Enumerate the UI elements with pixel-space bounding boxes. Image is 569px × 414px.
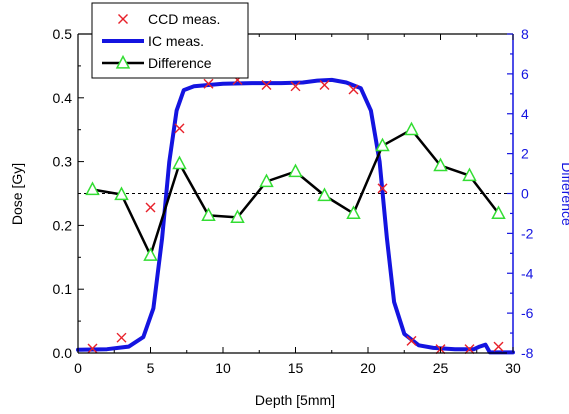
difference-marker [375, 137, 390, 152]
legend-ccd-symbol [118, 14, 128, 24]
y-left-tick-label: 0.2 [53, 217, 73, 233]
y-right-tick-label: -2 [521, 225, 534, 241]
x-tick-label: 15 [288, 360, 304, 376]
ccd-marker-stroke [493, 341, 504, 352]
legend-ccd-stroke [118, 14, 128, 24]
ccd-marker [261, 80, 272, 91]
difference-marker [201, 207, 216, 222]
y-left-tick-label: 0.1 [53, 281, 73, 297]
ccd-marker [319, 80, 330, 91]
x-axis-title: Depth [5mm] [255, 392, 335, 408]
ccd-marker [493, 341, 504, 352]
y-axis-left-title: Dose [Gy] [9, 163, 25, 225]
ccd-marker [377, 183, 388, 194]
ccd-marker [87, 343, 98, 354]
x-tick-label: 5 [147, 360, 155, 376]
ccd-marker-stroke [406, 335, 417, 346]
ccd-marker-stroke [174, 123, 185, 134]
y-left-tick-label: 0.5 [53, 26, 73, 42]
ccd-marker [116, 332, 127, 343]
legend-ic-label: IC meas. [148, 33, 204, 49]
y-right-tick-label: -8 [521, 345, 534, 361]
y-right-tick-label: -6 [521, 305, 534, 321]
legend: CCD meas. IC meas. Difference [91, 2, 249, 79]
ccd-marker [290, 81, 301, 92]
difference-marker [85, 181, 100, 196]
series-layer [76, 74, 515, 355]
difference-marker [143, 247, 158, 261]
y-right-tick-label: 6 [521, 66, 529, 82]
difference-marker [491, 205, 506, 220]
y-right-tick-label: 8 [521, 26, 529, 42]
legend-ccd-label: CCD meas. [148, 11, 220, 27]
y-right-tick-label: 2 [521, 146, 529, 162]
ccd-marker-stroke [145, 202, 156, 213]
ccd-marker-stroke [319, 80, 330, 91]
ccd-marker-stroke [203, 78, 214, 89]
y-left-tick-label: 0.4 [53, 90, 73, 106]
difference-marker [259, 173, 274, 188]
difference-marker [230, 209, 245, 224]
ccd-marker [203, 78, 214, 89]
x-tick-label: 20 [360, 360, 376, 376]
difference-marker [172, 155, 187, 170]
difference-marker [433, 157, 448, 172]
ccd-marker [145, 202, 156, 213]
ccd-marker-stroke [261, 80, 272, 91]
axes-layer: 0 5 10 15 20 25 30 0.0 0.1 0.2 0.3 0.4 0.5 -8 -6 -4 -2 0 2… [53, 26, 534, 376]
difference-marker [114, 186, 129, 201]
y-axis-right-title: Difference [559, 162, 569, 226]
ccd-marker [174, 123, 185, 134]
difference-marker [317, 187, 332, 202]
difference-marker [288, 163, 303, 178]
x-tick-label: 30 [505, 360, 521, 376]
difference-marker [346, 205, 361, 220]
x-tick-label: 25 [433, 360, 449, 376]
ccd-marker [348, 84, 359, 95]
ccd-marker-stroke [464, 344, 475, 355]
ccd-marker-stroke [290, 81, 301, 92]
y-right-tick-label: 4 [521, 106, 529, 122]
ccd-marker-stroke [87, 343, 98, 354]
y-left-tick-label: 0.3 [53, 154, 73, 170]
ccd-marker-stroke [377, 183, 388, 194]
ccd-marker-stroke [348, 84, 359, 95]
y-right-tick-label: 0 [521, 186, 529, 202]
ccd-marker [406, 335, 417, 346]
legend-difference-marker [115, 54, 131, 69]
legend-difference-label: Difference [148, 55, 212, 71]
difference-line [92, 128, 500, 257]
y-right-tick-label: -4 [521, 265, 534, 281]
difference-marker [404, 121, 419, 136]
ic-meas-line [76, 77, 515, 355]
difference-marker [462, 167, 477, 182]
x-tick-label: 0 [74, 360, 82, 376]
x-tick-label: 10 [215, 360, 231, 376]
ccd-marker-stroke [116, 332, 127, 343]
y-left-tick-label: 0.0 [53, 345, 73, 361]
ccd-marker [464, 344, 475, 355]
